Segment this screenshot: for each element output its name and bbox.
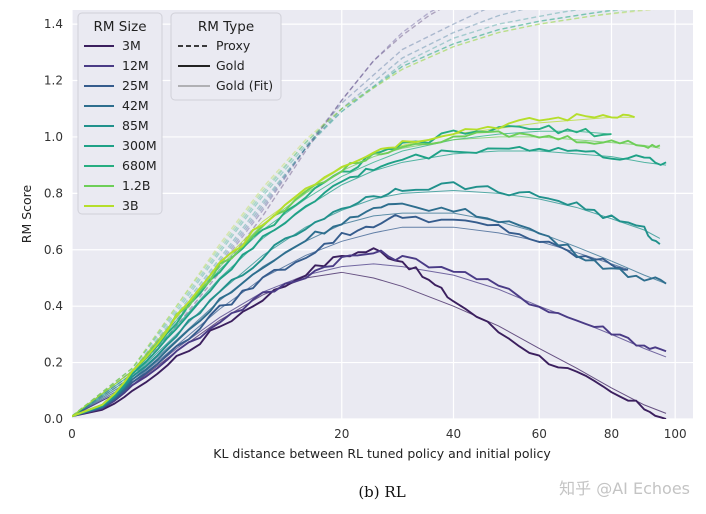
y-tick-label: 0.8: [44, 186, 63, 200]
x-tick-label: 80: [604, 427, 619, 441]
legend-size-label-1.2B: 1.2B: [122, 178, 150, 193]
gold-fit-line-3M: [72, 271, 667, 417]
x-axis-ticks: 0 20 40 60 80 100: [68, 427, 686, 441]
proxy-line-680M: [72, 10, 626, 417]
gold-line-1.2B: [72, 130, 661, 418]
grid-lines: [71, 10, 693, 420]
figure-caption: (b) RL: [358, 483, 405, 501]
y-tick-label: 0.0: [44, 412, 63, 426]
gold-line-3B: [72, 113, 635, 418]
legend-rm-size-title: RM Size: [93, 19, 146, 35]
gold-line-12M: [72, 249, 667, 418]
legend-size-label-300M: 300M: [122, 138, 157, 153]
proxy-line-3B: [72, 10, 655, 417]
gold-fit-line-85M: [72, 190, 661, 417]
x-tick-label: 100: [664, 427, 687, 441]
legend-rm-size-box: [77, 12, 163, 215]
proxy-line-1.2B: [72, 10, 644, 417]
watermark: 知乎 @AI Echoes: [559, 479, 690, 498]
x-tick-label: 60: [532, 427, 547, 441]
legend-rm-type: RM Type Proxy Gold Gold (Fit): [170, 12, 282, 101]
plot-area: [72, 10, 667, 419]
legend-size-label-3M: 3M: [122, 38, 141, 53]
y-tick-label: 1.2: [44, 74, 63, 88]
legend-size-label-42M: 42M: [122, 98, 149, 113]
x-axis-label: KL distance between RL tuned policy and …: [213, 446, 551, 461]
y-tick-label: 0.4: [44, 299, 63, 313]
gold-fit-line-42M: [72, 212, 667, 417]
legend-rm-type-title: RM Type: [198, 19, 254, 35]
proxy-line-300M: [72, 10, 616, 417]
proxy-line-85M: [72, 10, 581, 417]
proxy-line-3M: [72, 10, 441, 417]
proxy-line-12M: [72, 10, 436, 417]
gold-fit-line-300M: [72, 150, 667, 417]
legend-size-label-85M: 85M: [122, 118, 149, 133]
gold-line-680M: [72, 124, 612, 418]
gold-line-85M: [72, 181, 661, 418]
y-tick-label: 0.2: [44, 356, 63, 370]
legend-size-label-3B: 3B: [122, 198, 139, 213]
gold-line-3M: [72, 247, 667, 419]
legend-gold-fit-label: Gold (Fit): [216, 78, 273, 93]
x-tick-label: 20: [334, 427, 349, 441]
gold-line-42M: [72, 202, 667, 418]
y-tick-label: 1.0: [44, 130, 63, 144]
legend-size-label-680M: 680M: [122, 158, 157, 173]
legend-size-label-25M: 25M: [122, 78, 149, 93]
gold-line-25M: [72, 214, 629, 418]
legend-rm-size: RM Size 3M 12M 25M 42M 85M 300M 680M 1.2B 3B: [77, 12, 163, 215]
y-axis-ticks: 0.0 0.2 0.4 0.6 0.8 1.0 1.2 1.4: [44, 17, 63, 426]
gold-line-300M: [72, 145, 667, 418]
x-tick-label: 40: [446, 427, 461, 441]
legend-size-label-12M: 12M: [122, 58, 149, 73]
x-tick-label: 0: [68, 427, 76, 441]
y-axis-label: RM Score: [19, 184, 34, 243]
y-tick-label: 1.4: [44, 17, 63, 31]
legend-proxy-label: Proxy: [216, 38, 251, 53]
legend-rm-type-box: [170, 12, 282, 101]
legend-gold-label: Gold: [216, 58, 245, 73]
y-tick-label: 0.6: [44, 243, 63, 257]
